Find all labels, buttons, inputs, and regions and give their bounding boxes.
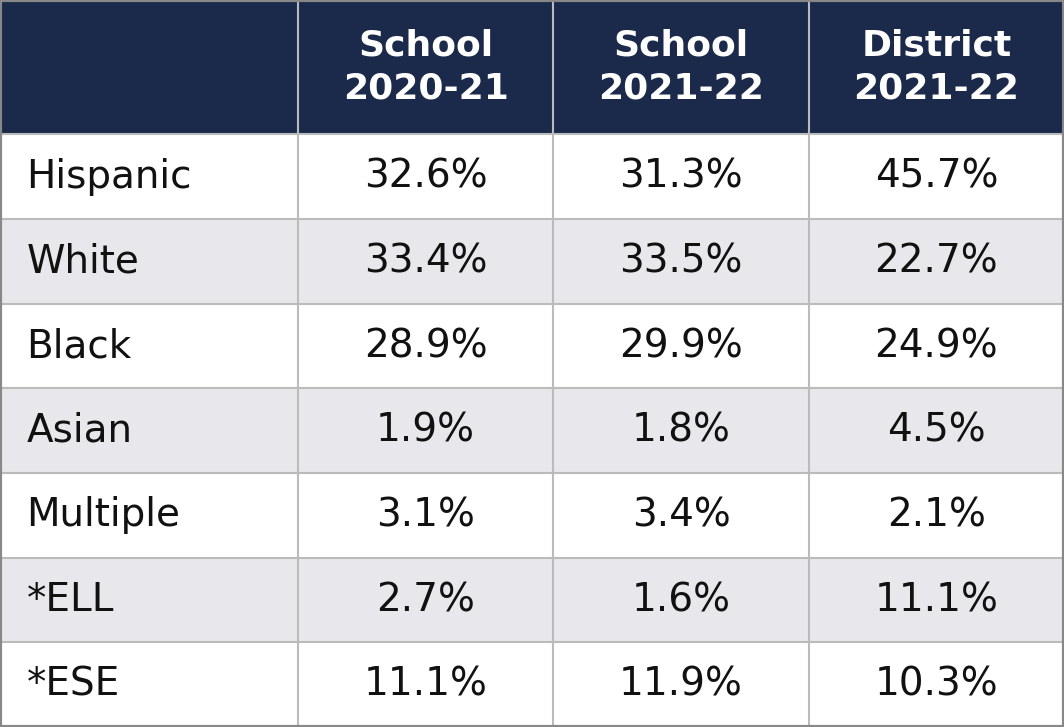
- Text: 4.5%: 4.5%: [887, 411, 985, 450]
- Bar: [809, 473, 1064, 558]
- Text: 32.6%: 32.6%: [364, 158, 487, 196]
- Bar: [298, 134, 553, 219]
- Bar: [553, 0, 809, 134]
- Text: 24.9%: 24.9%: [875, 327, 998, 365]
- Bar: [0, 134, 298, 219]
- Bar: [809, 388, 1064, 473]
- Text: *ESE: *ESE: [27, 666, 120, 704]
- Bar: [0, 304, 298, 388]
- Bar: [809, 219, 1064, 304]
- Bar: [298, 388, 553, 473]
- Bar: [809, 134, 1064, 219]
- Text: 22.7%: 22.7%: [875, 243, 998, 281]
- Text: 33.5%: 33.5%: [619, 243, 743, 281]
- Text: 28.9%: 28.9%: [364, 327, 487, 365]
- Bar: [809, 304, 1064, 388]
- Text: School
2020-21: School 2020-21: [343, 28, 509, 106]
- Text: Hispanic: Hispanic: [27, 158, 193, 196]
- Text: Multiple: Multiple: [27, 497, 181, 534]
- Bar: [553, 219, 809, 304]
- Text: 11.9%: 11.9%: [619, 666, 743, 704]
- Text: District
2021-22: District 2021-22: [853, 28, 1019, 106]
- Text: 1.6%: 1.6%: [631, 581, 731, 619]
- Text: 2.7%: 2.7%: [377, 581, 475, 619]
- Bar: [0, 473, 298, 558]
- Text: Black: Black: [27, 327, 132, 365]
- Bar: [298, 0, 553, 134]
- Bar: [809, 558, 1064, 643]
- Bar: [553, 558, 809, 643]
- Bar: [0, 219, 298, 304]
- Bar: [0, 388, 298, 473]
- Bar: [809, 643, 1064, 727]
- Bar: [0, 643, 298, 727]
- Text: Asian: Asian: [27, 411, 133, 450]
- Bar: [298, 643, 553, 727]
- Text: 1.9%: 1.9%: [376, 411, 476, 450]
- Bar: [0, 0, 298, 134]
- Bar: [298, 304, 553, 388]
- Text: 31.3%: 31.3%: [619, 158, 743, 196]
- Bar: [553, 134, 809, 219]
- Text: 33.4%: 33.4%: [364, 243, 487, 281]
- Bar: [809, 0, 1064, 134]
- Bar: [553, 643, 809, 727]
- Text: 3.1%: 3.1%: [377, 497, 475, 534]
- Text: *ELL: *ELL: [27, 581, 114, 619]
- Bar: [553, 388, 809, 473]
- Bar: [553, 473, 809, 558]
- Bar: [553, 304, 809, 388]
- Text: 2.1%: 2.1%: [887, 497, 985, 534]
- Text: White: White: [27, 243, 139, 281]
- Text: School
2021-22: School 2021-22: [598, 28, 764, 106]
- Bar: [298, 558, 553, 643]
- Text: 3.4%: 3.4%: [632, 497, 730, 534]
- Text: 45.7%: 45.7%: [875, 158, 998, 196]
- Text: 29.9%: 29.9%: [619, 327, 743, 365]
- Text: 1.8%: 1.8%: [632, 411, 730, 450]
- Text: 10.3%: 10.3%: [875, 666, 998, 704]
- Bar: [0, 558, 298, 643]
- Bar: [298, 473, 553, 558]
- Text: 11.1%: 11.1%: [364, 666, 487, 704]
- Bar: [298, 219, 553, 304]
- Text: 11.1%: 11.1%: [875, 581, 998, 619]
